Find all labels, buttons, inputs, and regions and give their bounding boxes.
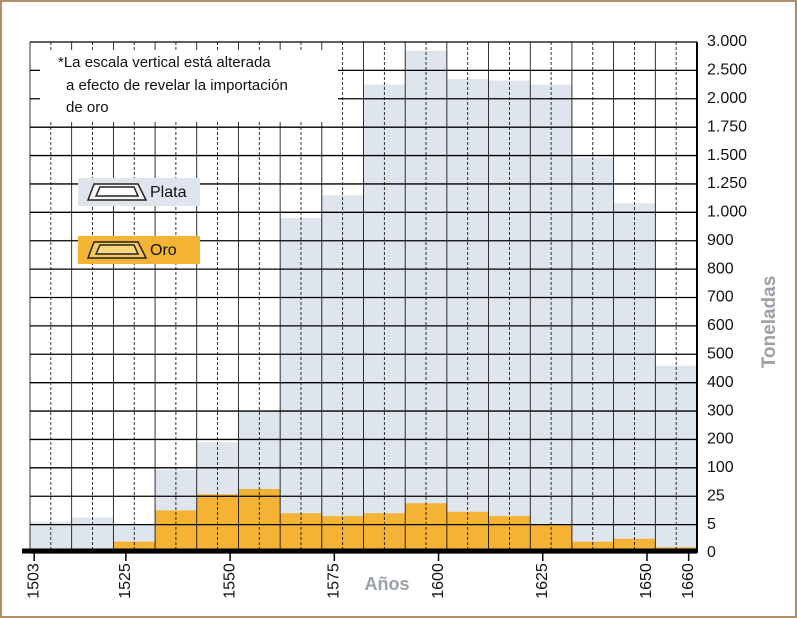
y-tick-label: 500: [707, 345, 734, 362]
y-tick-label: 900: [707, 232, 734, 249]
note-box: [40, 50, 338, 122]
y-tick-label: 1.500: [707, 147, 747, 164]
y-tick-label: 1.750: [707, 118, 747, 135]
x-tick-label: 1525: [117, 563, 134, 599]
y-tick-label: 700: [707, 289, 734, 306]
legend-label: Plata: [150, 184, 187, 201]
y-tick-label: 25: [707, 487, 725, 504]
x-tick-label: 1575: [326, 563, 343, 599]
y-tick-label: 2.500: [707, 62, 747, 79]
x-tick-label: 1660: [680, 563, 697, 599]
y-tick-label: 1.250: [707, 175, 747, 192]
x-tick-label: 1600: [430, 563, 447, 599]
y-tick-label: 300: [707, 402, 734, 419]
y-tick-label: 800: [707, 260, 734, 277]
bar: [446, 78, 489, 554]
y-tick-label: 1.000: [707, 204, 747, 221]
y-tick-label: 200: [707, 431, 734, 448]
y-tick-label: 100: [707, 459, 734, 476]
y-tick-label: 2.000: [707, 90, 747, 107]
x-tick-label: 1625: [534, 563, 551, 599]
overlay: *La escala vertical está alterada a efec…: [40, 50, 780, 594]
x-tick-label: 1650: [638, 563, 655, 599]
note-line: *La escala vertical está alterada: [58, 54, 271, 71]
note-line: de oro: [66, 99, 109, 116]
y-tick-label: 0: [707, 544, 716, 561]
plot: 0 5 25 100 200 300 400 500 600 700 800 900 1.000 1.25…: [22, 33, 747, 599]
y-tick-label: 400: [707, 374, 734, 391]
bar: [155, 510, 197, 553]
legend-icon: [86, 183, 148, 201]
legend-icon: [86, 241, 148, 259]
x-tick-label: 1550: [221, 563, 238, 599]
y-tick-label: 600: [707, 317, 734, 334]
legend-label: Oro: [150, 242, 177, 259]
x-tick-label: 1503: [25, 563, 42, 599]
y-axis-label: Toneladas: [759, 276, 780, 369]
note-line: a efecto de revelar la importación: [66, 77, 288, 94]
y-tick-label: 3.000: [707, 33, 747, 50]
x-axis-label: Años: [365, 574, 410, 594]
y-tick-label: 5: [707, 516, 716, 533]
